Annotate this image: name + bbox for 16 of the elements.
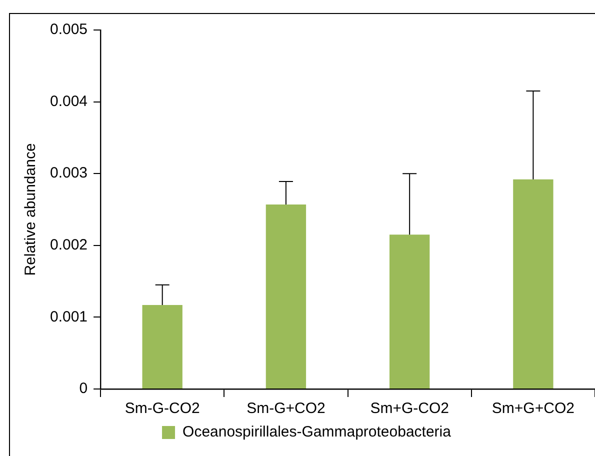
y-axis-title: Relative abundance (22, 143, 40, 276)
y-tick-label: 0.002 (50, 236, 88, 254)
x-tick-label: Sm-G+CO2 (246, 400, 326, 418)
x-tick-label: Sm+G-CO2 (370, 400, 449, 418)
y-tick-label: 0.004 (50, 92, 88, 110)
bar (266, 204, 306, 388)
bar (389, 234, 430, 388)
y-tick-label: 0.001 (50, 308, 88, 326)
y-tick-label: 0.005 (50, 21, 88, 38)
y-tick-label: 0.003 (50, 164, 88, 182)
legend-label: Oceanospirillales-Gammaproteobacteria (182, 424, 452, 441)
bar (142, 304, 182, 388)
x-tick-label: Sm+G+CO2 (492, 400, 574, 418)
bar (513, 179, 554, 388)
x-tick-label: Sm-G-CO2 (124, 400, 200, 418)
y-tick-label: 0 (79, 380, 88, 398)
